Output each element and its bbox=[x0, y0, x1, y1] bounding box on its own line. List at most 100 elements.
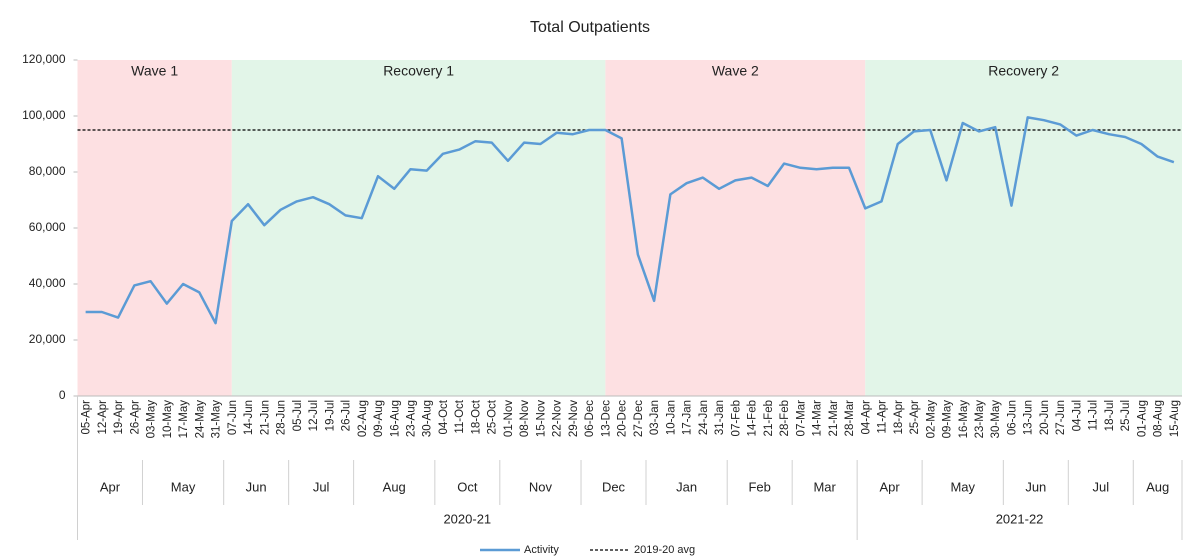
x-tick-label: 12-Apr bbox=[97, 400, 109, 435]
x-tick-label: 31-Jan bbox=[714, 400, 726, 435]
x-tick-label: 22-Nov bbox=[552, 400, 564, 437]
x-tick-label: 17-May bbox=[178, 400, 190, 439]
chart-title: Total Outpatients bbox=[530, 19, 650, 36]
year-label: 2021-22 bbox=[996, 511, 1044, 526]
x-tick-label: 04-Apr bbox=[860, 400, 872, 435]
x-tick-label: 18-Apr bbox=[893, 400, 905, 435]
band bbox=[77, 60, 232, 396]
x-tick-label: 08-Aug bbox=[1153, 400, 1165, 437]
x-tick-label: 01-Nov bbox=[503, 400, 515, 437]
x-tick-label: 08-Nov bbox=[519, 400, 531, 437]
x-tick-label: 30-May bbox=[990, 400, 1002, 439]
month-label: Aug bbox=[1146, 479, 1169, 494]
band-label: Wave 2 bbox=[712, 63, 759, 79]
month-label: Apr bbox=[100, 479, 121, 494]
x-tick-label: 16-May bbox=[958, 400, 970, 439]
x-tick-label: 14-Mar bbox=[812, 400, 824, 437]
month-label: May bbox=[171, 479, 196, 494]
month-label: Oct bbox=[457, 479, 478, 494]
x-tick-label: 06-Dec bbox=[584, 400, 596, 437]
x-tick-label: 19-Apr bbox=[113, 400, 125, 435]
x-tick-label: 25-Oct bbox=[487, 399, 499, 434]
y-tick-label: 60,000 bbox=[29, 220, 66, 234]
x-tick-label: 21-Jun bbox=[259, 400, 271, 435]
x-tick-label: 07-Mar bbox=[795, 400, 807, 437]
x-tick-label: 05-Apr bbox=[81, 400, 93, 435]
x-tick-label: 03-Jan bbox=[649, 400, 661, 435]
x-tick-label: 17-Jan bbox=[682, 400, 694, 435]
x-tick-label: 14-Jun bbox=[243, 400, 255, 435]
x-tick-label: 18-Oct bbox=[470, 399, 482, 434]
x-tick-label: 26-Apr bbox=[129, 400, 141, 435]
x-tick-label: 02-May bbox=[925, 400, 937, 439]
x-tick-label: 25-Jul bbox=[1120, 400, 1132, 431]
series-line bbox=[85, 116, 1175, 325]
month-label: Jul bbox=[313, 479, 330, 494]
x-tick-label: 19-Jul bbox=[324, 400, 336, 431]
x-tick-label: 26-Jul bbox=[341, 400, 353, 431]
y-tick-label: 20,000 bbox=[29, 332, 66, 346]
x-tick-label: 11-Jul bbox=[1088, 400, 1100, 430]
x-tick-label: 24-May bbox=[194, 400, 206, 439]
y-tick-label: 100,000 bbox=[22, 108, 66, 122]
x-tick-label: 07-Jun bbox=[227, 400, 239, 435]
month-label: Nov bbox=[529, 479, 553, 494]
x-tick-label: 27-Dec bbox=[633, 400, 645, 437]
x-tick-label: 30-Aug bbox=[422, 400, 434, 437]
x-tick-label: 12-Jul bbox=[308, 400, 320, 431]
month-label: Dec bbox=[602, 479, 626, 494]
x-tick-label: 23-Aug bbox=[406, 400, 418, 437]
x-tick-label: 10-Jan bbox=[665, 400, 677, 435]
legend-label: 2019-20 avg bbox=[634, 544, 695, 556]
band-label: Recovery 2 bbox=[988, 63, 1059, 79]
month-label: Apr bbox=[880, 479, 901, 494]
x-tick-label: 04-Jul bbox=[1071, 400, 1083, 431]
month-label: Feb bbox=[748, 479, 770, 494]
month-label: Jul bbox=[1092, 479, 1109, 494]
x-tick-label: 05-Jul bbox=[292, 400, 304, 431]
month-label: Jun bbox=[246, 479, 267, 494]
x-tick-label: 23-May bbox=[974, 400, 986, 439]
x-tick-label: 29-Nov bbox=[568, 400, 580, 437]
band bbox=[605, 60, 866, 396]
x-tick-label: 20-Dec bbox=[617, 400, 629, 437]
x-tick-label: 04-Oct bbox=[438, 399, 450, 434]
month-label: Aug bbox=[383, 479, 406, 494]
band-label: Wave 1 bbox=[131, 63, 178, 79]
y-tick-label: 40,000 bbox=[29, 276, 66, 290]
x-tick-label: 02-Aug bbox=[357, 400, 369, 437]
x-tick-label: 07-Feb bbox=[730, 400, 742, 436]
x-tick-label: 28-Feb bbox=[779, 400, 791, 436]
x-tick-label: 09-Aug bbox=[373, 400, 385, 437]
month-label: May bbox=[950, 479, 975, 494]
legend-label: Activity bbox=[524, 544, 559, 556]
x-tick-label: 14-Feb bbox=[747, 400, 759, 436]
x-tick-label: 15-Aug bbox=[1169, 400, 1181, 437]
x-tick-label: 20-Jun bbox=[1039, 400, 1051, 435]
x-tick-label: 21-Feb bbox=[763, 400, 775, 436]
y-tick-label: 0 bbox=[59, 388, 66, 402]
x-tick-label: 16-Aug bbox=[389, 400, 401, 437]
y-tick-label: 120,000 bbox=[22, 52, 66, 66]
x-tick-label: 10-May bbox=[162, 400, 174, 439]
y-tick-label: 80,000 bbox=[29, 164, 66, 178]
x-tick-label: 09-May bbox=[942, 400, 954, 439]
band bbox=[865, 60, 1182, 396]
x-tick-label: 11-Apr bbox=[877, 400, 889, 434]
x-tick-label: 18-Jul bbox=[1104, 400, 1116, 431]
x-tick-label: 15-Nov bbox=[535, 400, 547, 437]
x-tick-label: 31-May bbox=[211, 400, 223, 439]
x-tick-label: 28-Jun bbox=[276, 400, 288, 435]
month-label: Jan bbox=[676, 479, 697, 494]
month-label: Jun bbox=[1025, 479, 1046, 494]
month-label: Mar bbox=[813, 479, 836, 494]
x-tick-label: 21-Mar bbox=[828, 400, 840, 437]
x-tick-label: 13-Dec bbox=[600, 400, 612, 437]
x-tick-label: 28-Mar bbox=[844, 400, 856, 437]
x-tick-label: 01-Aug bbox=[1136, 400, 1148, 437]
x-tick-label: 03-May bbox=[146, 400, 158, 439]
x-tick-label: 27-Jun bbox=[1055, 400, 1067, 435]
x-tick-label: 06-Jun bbox=[1006, 400, 1018, 435]
band-label: Recovery 1 bbox=[383, 63, 454, 79]
